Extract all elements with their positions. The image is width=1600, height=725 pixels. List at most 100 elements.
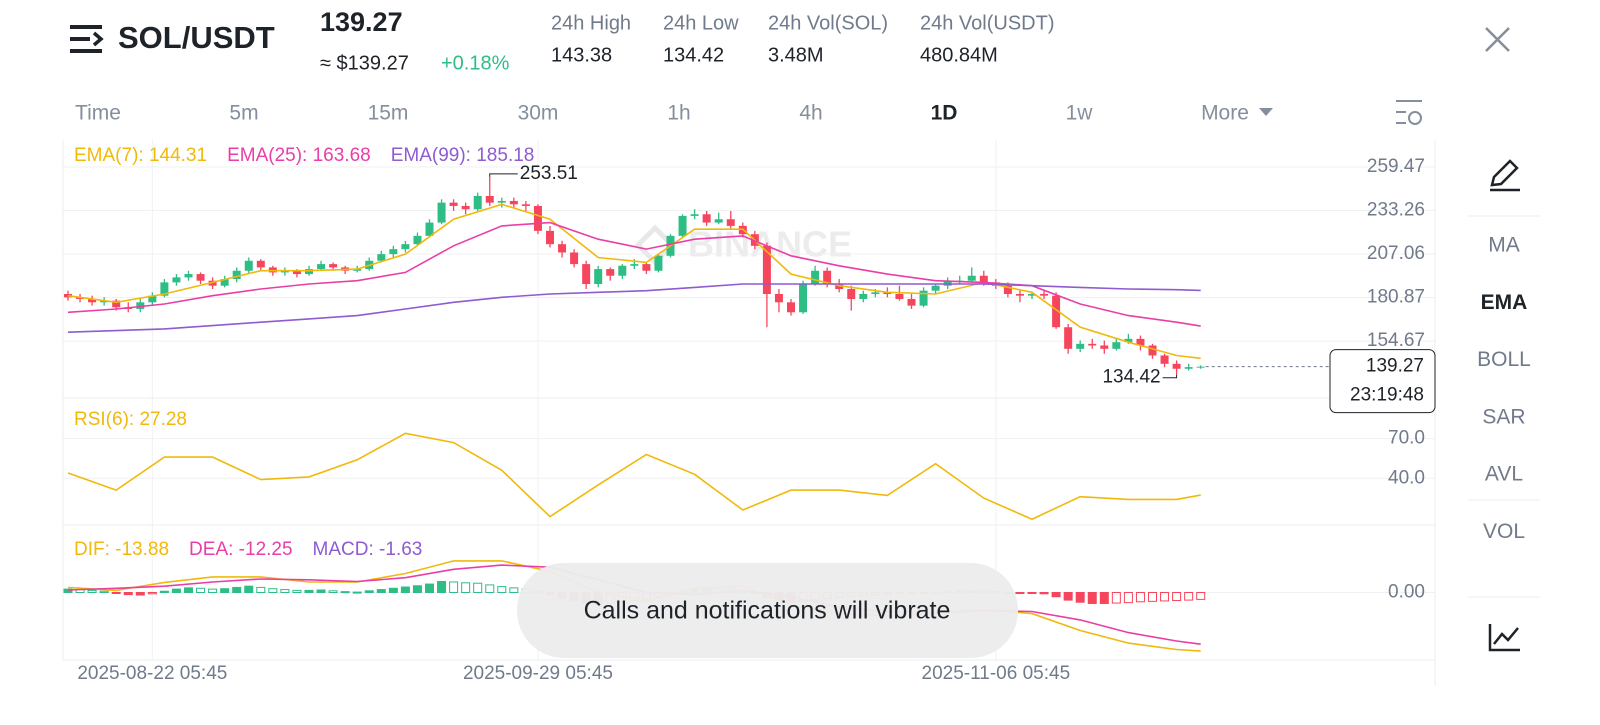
macd-bar bbox=[449, 581, 459, 593]
candle-body bbox=[690, 214, 699, 216]
candle-body bbox=[546, 230, 554, 245]
macd-bar bbox=[473, 582, 483, 593]
candle-body bbox=[425, 222, 434, 236]
macd-bar bbox=[87, 589, 97, 593]
candle-body bbox=[136, 302, 145, 309]
candle-body bbox=[931, 285, 940, 291]
chart-glyph bbox=[1488, 624, 1520, 652]
indicator-tab[interactable]: MA bbox=[1488, 234, 1520, 257]
candle-body bbox=[1136, 338, 1145, 346]
candle-body bbox=[1040, 294, 1049, 296]
candle-body bbox=[305, 269, 313, 275]
candle-body bbox=[967, 275, 976, 281]
menu-icon[interactable] bbox=[70, 25, 104, 53]
candle-body bbox=[100, 300, 109, 303]
stat-label: 24h Vol(SOL) bbox=[768, 12, 888, 34]
candle-body bbox=[196, 274, 205, 281]
timeframe-tab[interactable]: 4h bbox=[799, 102, 822, 125]
rsi-legend: RSI(6): 27.28 bbox=[74, 409, 187, 430]
macd-bar bbox=[232, 586, 242, 593]
timeframe-tab[interactable]: 5m bbox=[229, 102, 258, 125]
indicator-tab[interactable]: AVL bbox=[1485, 463, 1523, 486]
timeframe-tab[interactable]: 15m bbox=[368, 102, 409, 125]
candle-body bbox=[726, 219, 735, 226]
stat-value: 480.84M bbox=[920, 44, 998, 66]
macd-bar bbox=[1148, 592, 1157, 602]
pencil bbox=[1490, 159, 1520, 192]
y-tick-label: 207.06 bbox=[1367, 243, 1425, 264]
macd-bar bbox=[461, 582, 471, 593]
toast-bg bbox=[517, 563, 1018, 658]
indicator-tab[interactable]: EMA bbox=[1481, 291, 1528, 314]
candle-body bbox=[1028, 294, 1036, 296]
candle-body bbox=[1124, 338, 1133, 343]
timeframe-tab[interactable]: 1D bbox=[931, 102, 958, 125]
macd-bar bbox=[1111, 592, 1121, 604]
dropdown-arrow bbox=[1259, 108, 1273, 116]
ema-line bbox=[67, 203, 1201, 360]
macd-bar bbox=[1051, 592, 1061, 598]
macd-bar bbox=[208, 588, 218, 593]
macd-bar bbox=[268, 588, 278, 593]
high-pointer bbox=[489, 173, 518, 177]
candle-body bbox=[317, 264, 326, 270]
timeframe-tab[interactable]: 1w bbox=[1066, 102, 1094, 125]
macd-bar bbox=[244, 585, 254, 593]
candle-body bbox=[799, 284, 808, 313]
ema-line bbox=[67, 283, 1201, 333]
macd-bar bbox=[1087, 592, 1097, 604]
chart-icon[interactable] bbox=[1488, 624, 1520, 652]
macd-legend: MACD: -1.63 bbox=[313, 539, 423, 560]
candle-body bbox=[389, 249, 398, 255]
candle-body bbox=[618, 265, 627, 276]
indicator-tab[interactable]: VOL bbox=[1483, 520, 1525, 543]
timeframe-tab[interactable]: More bbox=[1201, 102, 1249, 125]
macd-bar bbox=[1039, 592, 1049, 595]
timeframe-tab[interactable]: Time bbox=[75, 102, 121, 125]
candle-body bbox=[353, 269, 362, 271]
macd-bar bbox=[63, 588, 73, 593]
candle-body bbox=[184, 274, 193, 278]
candle-body bbox=[1064, 327, 1073, 349]
macd-bar bbox=[328, 590, 338, 593]
macd-bar bbox=[304, 589, 314, 593]
macd-bar bbox=[280, 589, 290, 593]
candle-body bbox=[64, 294, 72, 298]
candle-body bbox=[401, 244, 410, 250]
macd-bar bbox=[147, 592, 157, 595]
candle-body bbox=[787, 302, 795, 313]
candle-body bbox=[377, 254, 386, 261]
timeframe-tab[interactable]: 30m bbox=[518, 102, 559, 125]
low-pointer bbox=[1162, 374, 1178, 379]
macd-bar bbox=[1123, 592, 1133, 604]
menu-bar bbox=[70, 25, 102, 29]
macd-bar bbox=[1015, 592, 1025, 594]
indicator-tab[interactable]: BOLL bbox=[1477, 348, 1531, 371]
candle-body bbox=[1112, 342, 1121, 349]
macd-bar bbox=[1063, 592, 1073, 601]
candle-body bbox=[678, 215, 687, 236]
macd-bar bbox=[509, 587, 519, 593]
indicator-tab[interactable]: SAR bbox=[1482, 405, 1525, 428]
settings-icon[interactable] bbox=[1396, 100, 1422, 125]
candle-body bbox=[895, 294, 904, 299]
close-icon[interactable] bbox=[1485, 27, 1510, 52]
pair[interactable]: SOL/USDT bbox=[118, 20, 275, 55]
macd-legend: DEA: -12.25 bbox=[189, 539, 293, 560]
candle-body bbox=[437, 202, 446, 223]
high-label: 253.51 bbox=[520, 163, 578, 184]
candle-body bbox=[919, 290, 928, 306]
macd-bar bbox=[171, 588, 181, 593]
stat-value: 143.38 bbox=[551, 44, 612, 66]
candle-body bbox=[823, 270, 832, 285]
candle-body bbox=[533, 205, 542, 231]
macd-bar bbox=[1075, 592, 1085, 603]
macd-bar bbox=[111, 592, 121, 594]
candle-body bbox=[449, 202, 458, 206]
candle-body bbox=[1160, 355, 1169, 364]
candle-body bbox=[907, 298, 916, 306]
timeframe-tab[interactable]: 1h bbox=[667, 102, 690, 125]
candle-body bbox=[654, 255, 663, 271]
low-label: 134.42 bbox=[1102, 367, 1160, 388]
draw-icon[interactable] bbox=[1490, 159, 1520, 192]
